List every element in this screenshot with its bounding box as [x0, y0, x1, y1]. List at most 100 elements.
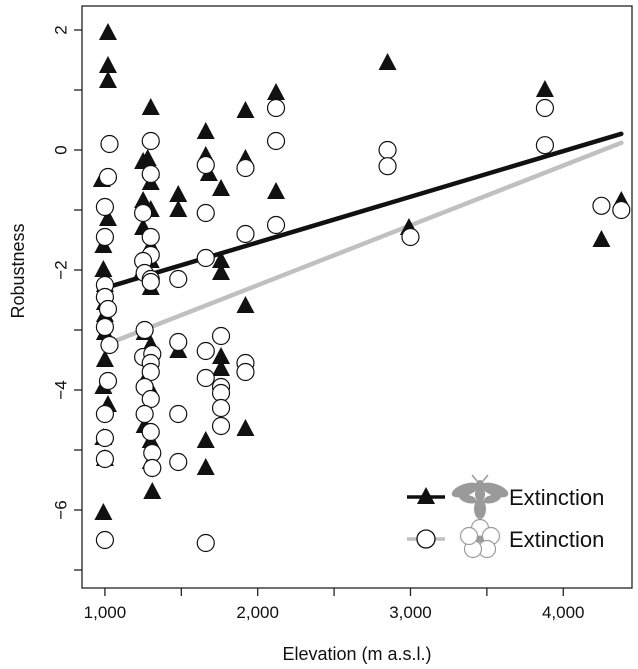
circle-point [141, 131, 160, 151]
circle-point [211, 326, 231, 346]
triangle-point [143, 482, 162, 499]
circle-point [612, 200, 631, 220]
circle-point [169, 332, 188, 352]
x-tick-label: 2,000 [236, 603, 279, 622]
y-tick-label: 0 [51, 145, 70, 154]
x-axis: 1,000 2,000 3,000 4,000 [84, 588, 585, 622]
circle-point [141, 227, 160, 247]
circle-point [196, 203, 215, 223]
flower-icon [459, 518, 501, 559]
circle-point [95, 197, 115, 217]
triangle-point [169, 200, 188, 217]
triangle-point [196, 431, 215, 448]
x-axis-label: Elevation (m a.s.l.) [282, 644, 431, 664]
circle-point [135, 320, 154, 340]
y-tick-label: −6 [51, 500, 70, 519]
y-tick-label: −4 [51, 380, 70, 399]
circle-point [134, 203, 153, 223]
y-tick-label: −2 [51, 260, 70, 279]
circle-point [169, 452, 188, 472]
circle-point [141, 422, 160, 442]
triangle-point [169, 185, 188, 202]
legend-label-bee: Extinction [509, 485, 604, 510]
triangle-point [212, 263, 231, 280]
triangle-point [267, 83, 286, 100]
circle-point [211, 398, 231, 418]
circle-point [401, 227, 420, 247]
triangle-point [134, 191, 153, 208]
circle-point [141, 164, 160, 184]
circle-point [236, 362, 255, 382]
triangle-point [236, 419, 255, 436]
circle-point [95, 449, 115, 469]
triangle-point [95, 350, 114, 367]
legend-label-flower: Extinction [509, 527, 604, 552]
circle-point [236, 158, 255, 178]
circle-point [95, 530, 115, 550]
circle-point [535, 136, 555, 155]
triangle-point [196, 458, 215, 475]
circle-point [95, 227, 115, 247]
triangle-point [535, 80, 554, 97]
triangle-point [212, 251, 231, 268]
circle-point [98, 167, 118, 187]
triangle-point [94, 503, 113, 520]
trend-lines [102, 131, 624, 348]
trend-line-series-1 [102, 140, 624, 348]
triangle-point [592, 230, 611, 247]
circle-point [535, 98, 555, 118]
triangle-point [196, 122, 215, 139]
legend-circle-marker [416, 529, 436, 549]
triangle-point [212, 359, 231, 376]
circle-point [135, 404, 154, 424]
triangle-point [212, 347, 231, 364]
triangle-point [141, 98, 160, 115]
triangle-point [98, 56, 117, 73]
x-tick-label: 3,000 [389, 603, 432, 622]
triangle-point [212, 179, 231, 196]
legend-item-bee: Extinction [407, 474, 604, 519]
circle-point [169, 404, 188, 424]
bee-icon [451, 474, 509, 519]
circle-point [266, 131, 286, 151]
circle-point [378, 157, 397, 176]
legend-item-flower: Extinction [407, 518, 604, 559]
circle-point [592, 196, 611, 215]
triangle-point [98, 71, 117, 88]
circle-point [236, 224, 255, 244]
circle-point [95, 317, 115, 337]
circle-point [98, 299, 118, 319]
circle-point [169, 269, 188, 289]
circle-point [266, 215, 286, 235]
triangle-point [98, 209, 117, 226]
triangle-point [236, 296, 255, 313]
triangle-point [98, 23, 117, 40]
y-tick-label: 2 [51, 25, 70, 34]
data-points [92, 23, 631, 553]
circle-point [211, 416, 231, 436]
circle-point [98, 371, 118, 391]
circle-point [100, 134, 119, 154]
x-tick-label: 1,000 [84, 603, 127, 622]
circle-point [143, 458, 162, 478]
trend-line-series-0 [102, 131, 624, 291]
x-tick-label: 4,000 [542, 603, 585, 622]
circle-point [95, 404, 115, 424]
y-axis: 2 0 −2 −4 −6 [51, 25, 82, 571]
triangle-point [138, 149, 157, 166]
y-axis-label: Robustness [8, 223, 28, 318]
circle-point [196, 368, 215, 388]
legend: Extinction Extinction [407, 474, 604, 559]
triangle-point [94, 260, 113, 277]
circle-point [141, 272, 160, 292]
circle-point [266, 98, 286, 118]
triangle-point [378, 53, 397, 70]
circle-point [100, 335, 119, 355]
legend-triangle-marker [417, 487, 435, 504]
circle-point [378, 140, 397, 160]
circle-point [196, 341, 215, 361]
circle-point [95, 428, 115, 448]
circle-point [196, 248, 215, 268]
circle-point [196, 155, 215, 175]
